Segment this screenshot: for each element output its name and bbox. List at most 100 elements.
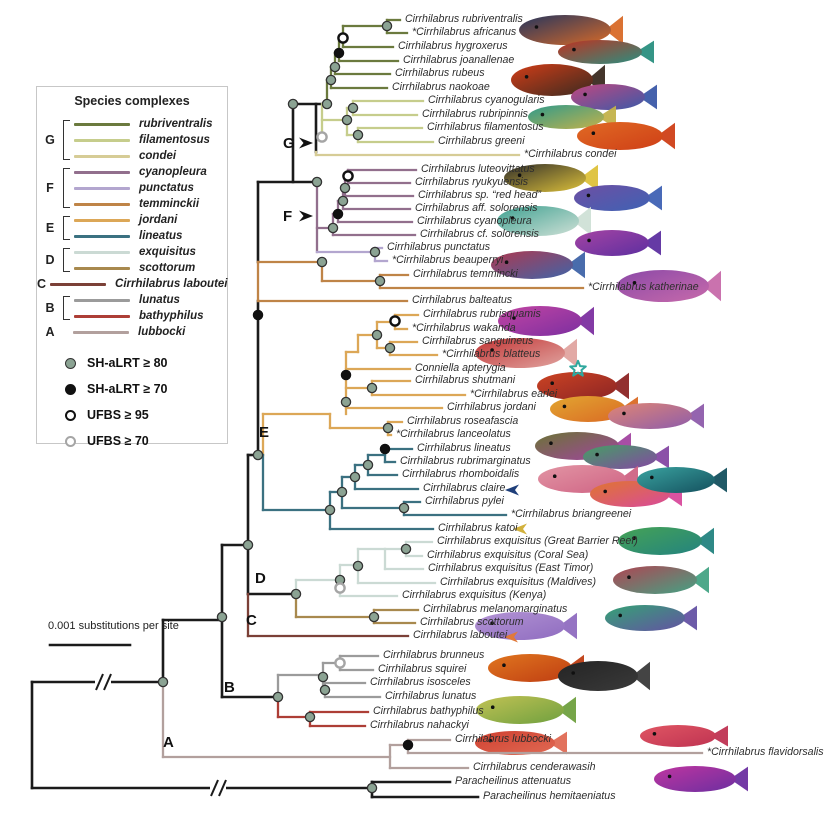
star-icon bbox=[569, 359, 587, 377]
fish-illustration bbox=[558, 40, 654, 64]
tip-label: Cirrhilabrus filamentosus bbox=[427, 121, 544, 133]
tip-label: Cirrhilabrus laboutei bbox=[413, 629, 508, 641]
support-node-b bbox=[379, 443, 391, 455]
legend-item: scottorum bbox=[74, 260, 196, 276]
tip-label: Cirrhilabrus ryukyuensis bbox=[415, 176, 529, 188]
legend-item-name: temminckii bbox=[139, 198, 200, 210]
legend-title: Species complexes bbox=[74, 94, 190, 108]
legend-group-letter: A bbox=[45, 325, 55, 339]
legend-item: rubriventralis bbox=[74, 116, 213, 132]
tip-label: Cirrhilabrus aff. solorensis bbox=[415, 202, 538, 214]
support-node-g bbox=[347, 102, 359, 114]
fish-illustration bbox=[575, 230, 661, 256]
legend-group-items: lunatus bathyphilus bbox=[74, 292, 204, 324]
tip-label: Cirrhilabrus brunneus bbox=[383, 649, 485, 661]
legend-item-name: lunatus bbox=[139, 294, 180, 306]
tip-label: Cirrhilabrus cyanopleura bbox=[417, 215, 532, 227]
tip-label: Cirrhilabrus scottorum bbox=[420, 616, 524, 628]
branch-break-gap bbox=[210, 779, 226, 797]
legend-bracket bbox=[63, 168, 70, 208]
fish-illustration bbox=[476, 696, 576, 724]
legend-color-line bbox=[74, 298, 130, 302]
fish-illustration bbox=[475, 338, 577, 368]
legend-item-name: punctatus bbox=[139, 182, 194, 194]
legend-item: lunatus bbox=[74, 292, 204, 308]
tip-label: *Cirrhilabrus flavidorsalis bbox=[707, 746, 824, 758]
tip-label: Cirrhilabrus katoi bbox=[438, 522, 518, 534]
legend-item-name: scottorum bbox=[139, 262, 196, 274]
tip-label: Cirrhilabrus cenderawasih bbox=[473, 761, 596, 773]
support-node-g bbox=[216, 611, 228, 623]
tip-label: Cirrhilabrus jordani bbox=[447, 401, 536, 413]
legend-color-line bbox=[50, 282, 107, 286]
fish-illustration bbox=[637, 467, 727, 493]
support-node-g bbox=[366, 382, 378, 394]
fish-illustration bbox=[640, 725, 728, 747]
legend-item: punctatus bbox=[74, 180, 207, 196]
tip-label: Cirrhilabrus naokoae bbox=[392, 81, 490, 93]
fish-illustration bbox=[558, 661, 650, 691]
legend-group-C: C Cirrhilabrus laboutei bbox=[37, 276, 228, 292]
tip-label: Cirrhilabrus roseafascia bbox=[407, 415, 519, 427]
legend-color-line bbox=[74, 138, 130, 142]
legend-node-icon bbox=[65, 357, 76, 369]
support-node-g bbox=[337, 195, 349, 207]
tip-label: Cirrhilabrus lubbocki bbox=[455, 733, 551, 745]
clade-label-E: E bbox=[259, 424, 269, 441]
support-node-b bbox=[332, 208, 344, 220]
tip-label: Paracheilinus hemitaeniatus bbox=[483, 790, 616, 802]
support-node-g bbox=[352, 129, 364, 141]
tip-label: *Cirrhilabrus condei bbox=[524, 148, 617, 160]
legend-color-line bbox=[74, 218, 130, 222]
legend-item: lubbocki bbox=[73, 324, 185, 340]
clade-label-F: F bbox=[283, 208, 292, 225]
branch-break-slash bbox=[210, 779, 219, 797]
tip-label: Cirrhilabrus cyanogularis bbox=[428, 94, 545, 106]
clade-label-G: G bbox=[283, 135, 295, 152]
legend-item: Cirrhilabrus laboutei bbox=[50, 276, 228, 292]
tip-label: Cirrhilabrus cf. solorensis bbox=[420, 228, 539, 240]
support-node-ow bbox=[389, 315, 401, 327]
support-node-g bbox=[374, 275, 386, 287]
support-node-b bbox=[333, 47, 345, 59]
support-node-g bbox=[349, 471, 361, 483]
tip-label: Cirrhilabrus exquisitus (Coral Sea) bbox=[427, 549, 589, 561]
clade-arrow-icon bbox=[299, 137, 313, 149]
tip-label: *Cirrhilabrus lanceolatus bbox=[396, 428, 511, 440]
tip-label: Cirrhilabrus hygroxerus bbox=[398, 40, 508, 52]
tip-label: Cirrhilabrus rubripinnis bbox=[422, 108, 528, 120]
tip-label: *Cirrhilabrus wakanda bbox=[412, 322, 516, 334]
legend-item-name: exquisitus bbox=[139, 246, 196, 258]
legend-color-line bbox=[74, 154, 130, 158]
tip-label: Cirrhilabrus rubrisquamis bbox=[423, 308, 541, 320]
tip-label: Cirrhilabrus rubeus bbox=[395, 67, 485, 79]
fish-illustration bbox=[504, 164, 598, 192]
legend-marker-label: UFBS ≥ 95 bbox=[87, 408, 149, 422]
legend-group-letter: D bbox=[45, 253, 55, 267]
support-node-g bbox=[324, 504, 336, 516]
annotation-arrow-icon bbox=[513, 523, 527, 535]
branch-break-slash bbox=[218, 779, 227, 797]
annotation-arrow-icon bbox=[505, 484, 519, 496]
legend-color-line bbox=[74, 122, 130, 126]
tip-label: Cirrhilabrus balteatus bbox=[412, 294, 513, 306]
clade-label-D: D bbox=[255, 570, 266, 587]
support-node-g bbox=[366, 782, 378, 794]
tip-label: Cirrhilabrus rubriventralis bbox=[405, 13, 523, 25]
legend-marker-label: SH-aLRT ≥ 70 bbox=[87, 382, 168, 396]
support-node-g bbox=[327, 222, 339, 234]
support-node-g bbox=[287, 98, 299, 110]
support-node-b bbox=[252, 309, 264, 321]
legend-color-line bbox=[74, 314, 130, 318]
tip-label: Cirrhilabrus isosceles bbox=[370, 676, 471, 688]
support-node-g bbox=[311, 176, 323, 188]
legend-group-items: exquisitus scottorum bbox=[74, 244, 196, 276]
support-node-g bbox=[304, 711, 316, 723]
tip-label: Paracheilinus attenuatus bbox=[455, 775, 572, 787]
legend-color-line bbox=[74, 250, 130, 254]
support-node-ow bbox=[342, 170, 354, 182]
legend-node-icon bbox=[65, 383, 76, 395]
